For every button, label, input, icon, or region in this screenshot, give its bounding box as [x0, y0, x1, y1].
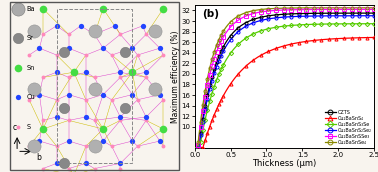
Text: Sn: Sn: [26, 65, 35, 71]
Text: Ba: Ba: [26, 6, 35, 12]
Text: Cu: Cu: [26, 94, 35, 100]
Y-axis label: Maximum efficiency (%): Maximum efficiency (%): [171, 30, 180, 123]
Text: (b): (b): [202, 9, 219, 19]
Text: b: b: [36, 153, 41, 162]
X-axis label: Thickness (μm): Thickness (μm): [253, 159, 316, 169]
Legend: CZTS, Cu₂BaSnS₄, Cu₂BaSnS₃Se, Cu₂BaSnS₂Se₂, Cu₂BaSnSSe₃, Cu₂BaSnSe₄: CZTS, Cu₂BaSnS₄, Cu₂BaSnS₃Se, Cu₂BaSnS₂S…: [325, 109, 372, 146]
Text: S: S: [26, 124, 31, 130]
Text: c: c: [12, 123, 17, 132]
Text: Sr: Sr: [26, 35, 33, 41]
